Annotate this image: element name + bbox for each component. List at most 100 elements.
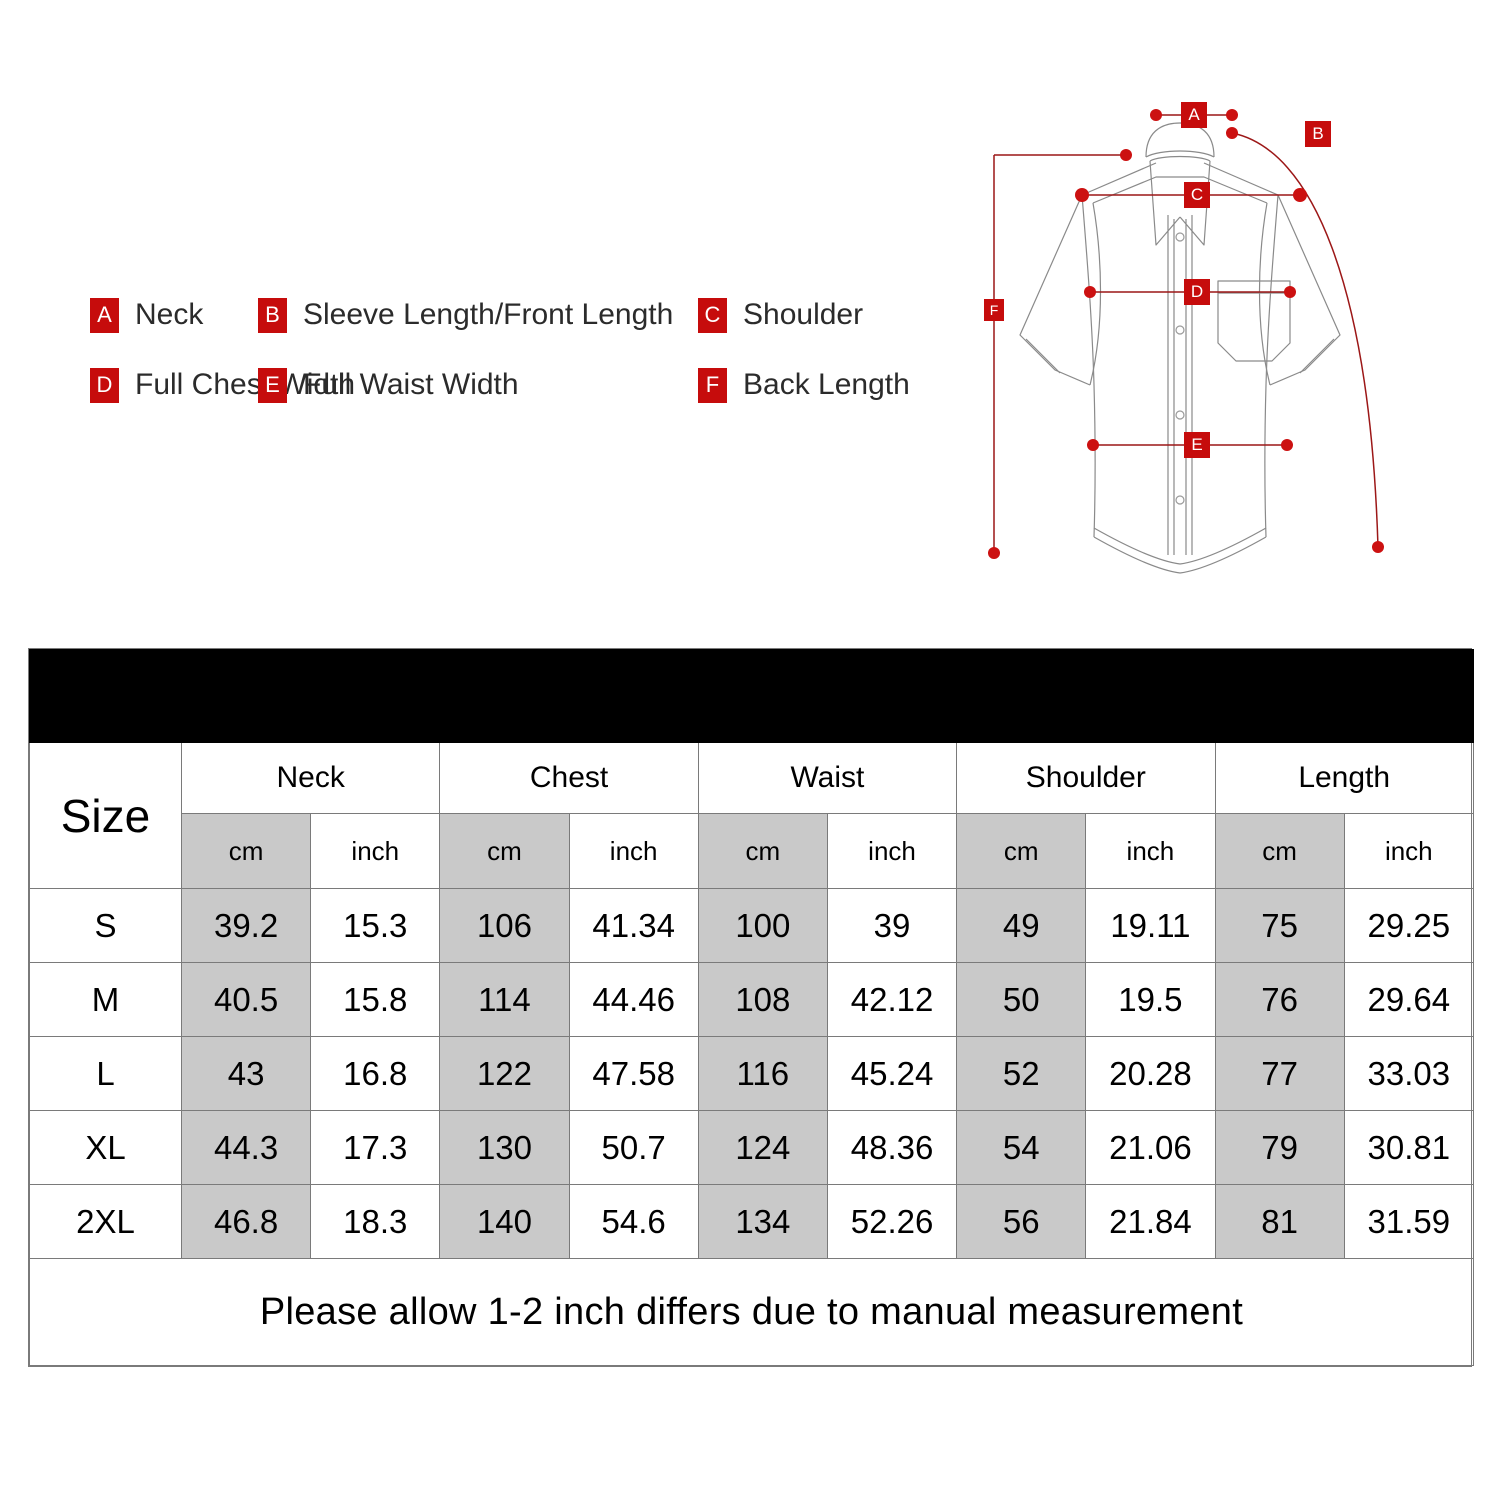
cell-waist-inch: 39	[826, 888, 958, 963]
table-row: L 43 16.8 122 47.58 116 45.24 52 20.28 7…	[29, 1036, 1474, 1111]
cell-chest-inch: 41.34	[568, 888, 699, 963]
legend-label-a: Neck	[135, 298, 204, 331]
legend-badge-c-icon: C	[698, 297, 727, 333]
unit-header-chest-cm: cm	[439, 813, 570, 889]
cell-shoulder-cm: 56	[956, 1184, 1087, 1259]
legend-badge-e-icon: E	[258, 367, 287, 403]
cell-shoulder-inch: 19.11	[1085, 888, 1216, 963]
cell-waist-inch: 52.26	[826, 1184, 958, 1259]
cell-neck-inch: 15.8	[310, 962, 441, 1037]
cell-neck-cm: 46.8	[180, 1184, 312, 1259]
row-size-label: 2XL	[29, 1184, 182, 1259]
cell-neck-inch: 17.3	[310, 1110, 441, 1185]
marker-e-waist: E	[1184, 432, 1210, 458]
cell-neck-cm: 40.5	[180, 962, 312, 1037]
marker-f-back-length: F	[984, 299, 1004, 321]
cell-length-inch: 33.03	[1343, 1036, 1474, 1111]
measurement-legend: A Neck B Sleeve Length/Front Length C Sh…	[90, 280, 940, 420]
table-note-row: Please allow 1-2 inch differs due to man…	[29, 1258, 1474, 1366]
cell-length-cm: 81	[1214, 1184, 1345, 1259]
legend-label-b: Sleeve Length/Front Length	[303, 298, 674, 331]
cell-chest-cm: 114	[439, 962, 570, 1037]
size-column-header: Size	[29, 742, 182, 889]
size-chart-table: Size Chart Size Neck Chest Waist Shoulde…	[29, 649, 1474, 1366]
cell-chest-inch: 50.7	[568, 1110, 699, 1185]
marker-c-shoulder: C	[1184, 182, 1210, 208]
cell-neck-inch: 16.8	[310, 1036, 441, 1111]
size-chart-container: Size Chart Size Neck Chest Waist Shoulde…	[28, 648, 1474, 1367]
cell-length-inch: 30.81	[1343, 1110, 1474, 1185]
legend-item-f: F Back Length	[698, 367, 938, 403]
legend-item-e: E Full Waist Width	[258, 367, 698, 403]
table-title-row: Size Chart	[29, 649, 1474, 743]
cell-length-cm: 75	[1214, 888, 1345, 963]
marker-b-sleeve-length: B	[1305, 121, 1331, 147]
cell-shoulder-inch: 21.84	[1085, 1184, 1216, 1259]
cell-neck-cm: 43	[180, 1036, 312, 1111]
cell-waist-inch: 42.12	[826, 962, 958, 1037]
cell-length-cm: 76	[1214, 962, 1345, 1037]
legend-item-b: B Sleeve Length/Front Length	[258, 297, 698, 333]
cell-waist-cm: 124	[697, 1110, 828, 1185]
cell-waist-cm: 100	[697, 888, 828, 963]
cell-neck-cm: 39.2	[180, 888, 312, 963]
table-row: S 39.2 15.3 106 41.34 100 39 49 19.11 75…	[29, 888, 1474, 963]
unit-header-length-inch: inch	[1343, 813, 1474, 889]
legend-badge-b-icon: B	[258, 297, 287, 333]
cell-shoulder-inch: 20.28	[1085, 1036, 1216, 1111]
group-header-length: Length	[1214, 742, 1474, 814]
cell-chest-cm: 130	[439, 1110, 570, 1185]
table-row: 2XL 46.8 18.3 140 54.6 134 52.26 56 21.8…	[29, 1184, 1474, 1259]
shirt-buttons-icon	[1175, 232, 1185, 505]
row-size-label: M	[29, 962, 182, 1037]
cell-length-cm: 79	[1214, 1110, 1345, 1185]
group-header-neck: Neck	[180, 742, 441, 814]
cell-shoulder-inch: 21.06	[1085, 1110, 1216, 1185]
group-header-shoulder: Shoulder	[956, 742, 1216, 814]
cell-length-inch: 31.59	[1343, 1184, 1474, 1259]
row-size-label: S	[29, 888, 182, 963]
legend-item-c: C Shoulder	[698, 297, 938, 333]
legend-badge-d-icon: D	[90, 367, 119, 403]
group-header-chest: Chest	[439, 742, 699, 814]
cell-shoulder-cm: 52	[956, 1036, 1087, 1111]
cell-chest-cm: 106	[439, 888, 570, 963]
cell-chest-cm: 140	[439, 1184, 570, 1259]
cell-neck-cm: 44.3	[180, 1110, 312, 1185]
table-unit-header-row: cm inch cm inch cm inch cm inch cm inch	[30, 813, 1474, 889]
cell-length-inch: 29.64	[1343, 962, 1474, 1037]
legend-row: A Neck B Sleeve Length/Front Length C Sh…	[90, 280, 940, 350]
measurement-note: Please allow 1-2 inch differs due to man…	[29, 1258, 1474, 1366]
unit-header-waist-inch: inch	[826, 813, 958, 889]
cell-waist-inch: 45.24	[826, 1036, 958, 1111]
legend-label-d: Full Chest Width	[135, 368, 356, 401]
cell-waist-cm: 116	[697, 1036, 828, 1111]
cell-waist-inch: 48.36	[826, 1110, 958, 1185]
legend-label-f: Back Length	[743, 368, 910, 401]
cell-shoulder-inch: 19.5	[1085, 962, 1216, 1037]
legend-badge-a-icon: A	[90, 297, 119, 333]
legend-badge-f-icon: F	[698, 367, 727, 403]
cell-waist-cm: 108	[697, 962, 828, 1037]
cell-chest-inch: 47.58	[568, 1036, 699, 1111]
table-row: XL 44.3 17.3 130 50.7 124 48.36 54 21.06…	[29, 1110, 1474, 1185]
legend-item-d: D Full Chest Width	[90, 367, 355, 403]
unit-header-length-cm: cm	[1214, 813, 1345, 889]
marker-d-chest: D	[1184, 279, 1210, 305]
shirt-measurement-diagram: A B C D E F	[960, 85, 1450, 585]
cell-length-inch: 29.25	[1343, 888, 1474, 963]
cell-shoulder-cm: 49	[956, 888, 1087, 963]
cell-chest-inch: 54.6	[568, 1184, 699, 1259]
legend-label-e: Full Waist Width	[303, 368, 519, 401]
cell-shoulder-cm: 54	[956, 1110, 1087, 1185]
row-size-label: XL	[29, 1110, 182, 1185]
table-group-header-row: Size Neck Chest Waist Shoulder Length	[29, 742, 1474, 889]
legend-label-c: Shoulder	[743, 298, 864, 331]
unit-header-chest-inch: inch	[568, 813, 699, 889]
unit-header-neck-cm: cm	[180, 813, 312, 889]
marker-a-neck: A	[1181, 102, 1207, 128]
cell-shoulder-cm: 50	[956, 962, 1087, 1037]
cell-waist-cm: 134	[697, 1184, 828, 1259]
unit-header-neck-inch: inch	[310, 813, 441, 889]
page-title: Size Chart	[29, 649, 1474, 743]
